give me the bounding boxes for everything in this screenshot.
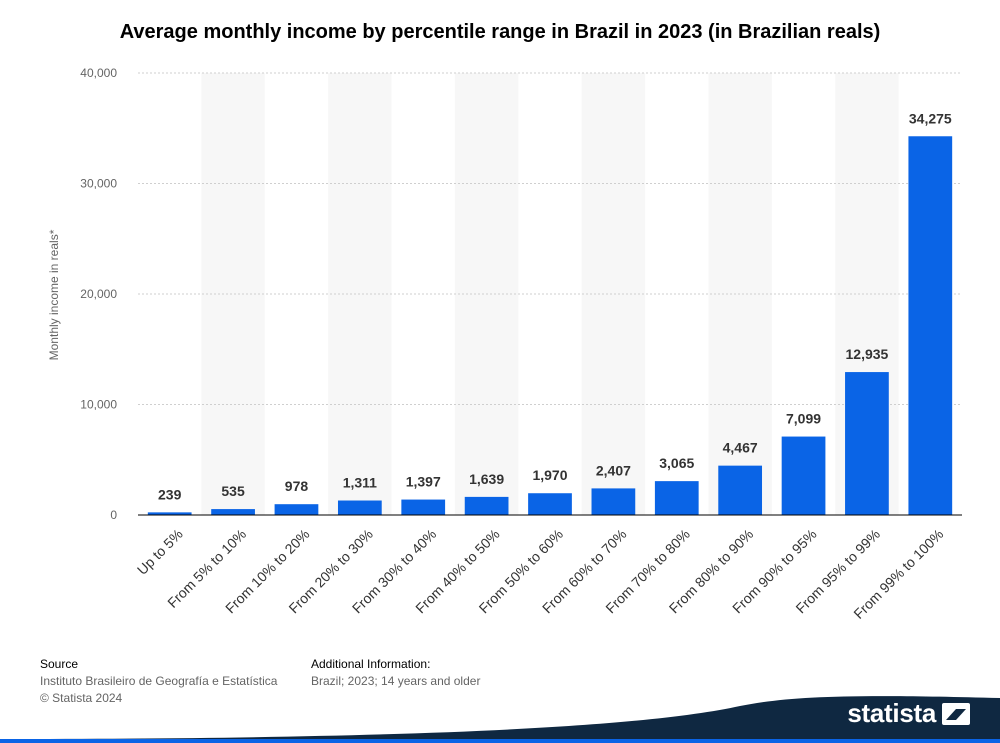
bar[interactable]	[908, 136, 953, 516]
bar-value-label: 978	[285, 478, 309, 494]
bars	[147, 136, 953, 516]
copyright-text: © Statista 2024	[40, 691, 123, 705]
bar[interactable]	[528, 493, 572, 515]
bar[interactable]	[401, 499, 446, 515]
bar-value-label: 4,467	[723, 440, 758, 456]
bar[interactable]	[654, 481, 699, 515]
bar[interactable]	[781, 436, 826, 515]
y-tick-label: 10,000	[80, 398, 117, 412]
y-tick-label: 30,000	[80, 177, 117, 191]
bar-value-label: 535	[221, 483, 245, 499]
brand-name: statista	[847, 698, 936, 728]
y-tick-label: 40,000	[80, 66, 117, 80]
bar[interactable]	[147, 512, 192, 515]
bar-value-label: 1,970	[532, 467, 567, 483]
y-tick-label: 20,000	[80, 287, 117, 301]
bar-value-label: 239	[158, 486, 182, 502]
x-axis-ticks: Up to 5%From 5% to 10%From 10% to 20%Fro…	[134, 526, 947, 622]
additional-info-heading: Additional Information:	[311, 657, 431, 671]
bar[interactable]	[337, 500, 382, 515]
bar-value-label: 1,639	[469, 471, 504, 487]
y-tick-label: 0	[110, 508, 117, 522]
y-axis-ticks: 0 10,000 20,000 30,000 40,000	[80, 66, 117, 522]
bar-value-label: 1,397	[406, 474, 441, 490]
bar-value-label: 2,407	[596, 462, 631, 478]
statista-logo-icon	[942, 702, 970, 725]
bar-value-label: 12,935	[846, 346, 889, 362]
statista-logo[interactable]: statista	[847, 698, 970, 729]
additional-info-text: Brazil; 2023; 14 years and older	[311, 674, 481, 688]
bar[interactable]	[718, 465, 763, 515]
brand-band	[0, 696, 1000, 743]
source-heading: Source	[40, 657, 79, 671]
chart-title: Average monthly income by percentile ran…	[119, 21, 881, 43]
value-labels: 239 535 978 1,311 1,397 1,639 1,970 2,407 3,065 4…	[158, 110, 952, 502]
bar[interactable]	[211, 509, 255, 515]
bar-value-label: 7,099	[786, 411, 821, 427]
bar[interactable]	[845, 372, 889, 515]
y-axis-label: Monthly income in reals*	[47, 229, 61, 360]
bar-value-label: 3,065	[659, 455, 694, 471]
source-text: Instituto Brasileiro de Geografía e Esta…	[40, 674, 278, 688]
bar-value-label: 1,311	[343, 475, 377, 491]
bar[interactable]	[591, 488, 636, 515]
x-tick-label: Up to 5%	[134, 526, 186, 578]
bar-value-label: 34,275	[909, 110, 952, 126]
source-block: Source Instituto Brasileiro de Geografía…	[40, 656, 277, 707]
bar-chart: 0 10,000 20,000 30,000 40,000 Monthly income…	[47, 66, 962, 622]
bar[interactable]	[464, 496, 509, 515]
bar[interactable]	[274, 504, 319, 515]
additional-info-block: Additional Information: Brazil; 2023; 14…	[311, 656, 480, 690]
gridlines	[138, 72, 962, 405]
